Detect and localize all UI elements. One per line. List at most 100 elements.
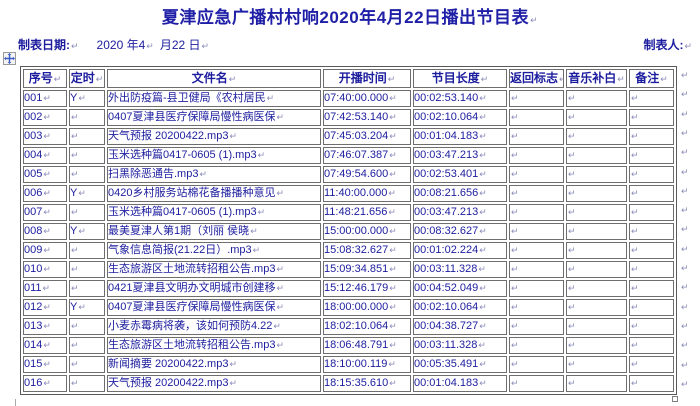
cell-return-flag[interactable]: ↵ <box>509 375 564 392</box>
cell-serial[interactable]: 009↵ <box>23 242 67 259</box>
cell-filename[interactable]: 扫黑除恶通告.mp3↵ <box>107 166 321 183</box>
cell-serial[interactable]: 008↵ <box>23 223 67 240</box>
cell-filename[interactable]: 0407夏津县医疗保障局慢性病医保↵ <box>107 109 321 126</box>
cell-timed[interactable]: Y↵ <box>69 223 105 240</box>
table-move-handle-icon[interactable] <box>3 52 16 65</box>
header-serial[interactable]: 序号↵ <box>23 69 67 88</box>
cell-duration[interactable]: 00:04:38.727↵ <box>413 318 507 335</box>
cell-music-filler[interactable]: ↵ <box>566 280 627 297</box>
cell-start-time[interactable]: 18:02:10.064↵ <box>323 318 411 335</box>
cell-filename[interactable]: 外出防疫篇-县卫健局《农村居民↵ <box>107 90 321 107</box>
cell-return-flag[interactable]: ↵ <box>509 204 564 221</box>
header-filename[interactable]: 文件名↵ <box>107 69 321 88</box>
cell-return-flag[interactable]: ↵ <box>509 261 564 278</box>
cell-start-time[interactable]: 18:15:35.610↵ <box>323 375 411 392</box>
cell-serial[interactable]: 010↵ <box>23 261 67 278</box>
cell-remarks[interactable]: ↵ <box>629 185 674 202</box>
cell-filename[interactable]: 气象信息简报(21.22日）.mp3↵ <box>107 242 321 259</box>
cell-start-time[interactable]: 11:48:21.656↵ <box>323 204 411 221</box>
cell-timed[interactable]: ↵ <box>69 128 105 145</box>
cell-filename[interactable]: 玉米选种篇0417-0605 (1).mp3↵ <box>107 147 321 164</box>
cell-timed[interactable]: Y↵ <box>69 90 105 107</box>
cell-duration[interactable]: 00:03:47.213↵ <box>413 147 507 164</box>
cell-filename[interactable]: 生态旅游区土地流转招租公告.mp3↵ <box>107 337 321 354</box>
cell-remarks[interactable]: ↵ <box>629 280 674 297</box>
cell-filename[interactable]: 新闻摘要 20200422.mp3↵ <box>107 356 321 373</box>
cell-remarks[interactable]: ↵ <box>629 90 674 107</box>
date-value-year-month[interactable]: 2020 年4 <box>96 38 146 52</box>
cell-filename[interactable]: 生态旅游区土地流转招租公告.mp3↵ <box>107 261 321 278</box>
cell-music-filler[interactable]: ↵ <box>566 318 627 335</box>
cell-remarks[interactable]: ↵ <box>629 166 674 183</box>
cell-start-time[interactable]: 07:49:54.600↵ <box>323 166 411 183</box>
cell-music-filler[interactable]: ↵ <box>566 356 627 373</box>
cell-music-filler[interactable]: ↵ <box>566 204 627 221</box>
cell-return-flag[interactable]: ↵ <box>509 242 564 259</box>
cell-start-time[interactable]: 07:46:07.387↵ <box>323 147 411 164</box>
cell-music-filler[interactable]: ↵ <box>566 166 627 183</box>
cell-duration[interactable]: 00:03:11.328↵ <box>413 261 507 278</box>
cell-start-time[interactable]: 15:08:32.627↵ <box>323 242 411 259</box>
cell-music-filler[interactable]: ↵ <box>566 337 627 354</box>
cell-remarks[interactable]: ↵ <box>629 299 674 316</box>
cell-timed[interactable]: ↵ <box>69 337 105 354</box>
cell-serial[interactable]: 012↵ <box>23 299 67 316</box>
cell-start-time[interactable]: 18:00:00.000↵ <box>323 299 411 316</box>
cell-remarks[interactable]: ↵ <box>629 375 674 392</box>
cell-timed[interactable]: ↵ <box>69 318 105 335</box>
cell-return-flag[interactable]: ↵ <box>509 280 564 297</box>
cell-serial[interactable]: 011↵ <box>23 280 67 297</box>
header-music-filler[interactable]: 音乐补白↵ <box>566 69 627 88</box>
cell-start-time[interactable]: 07:42:53.140↵ <box>323 109 411 126</box>
cell-start-time[interactable]: 07:40:00.000↵ <box>323 90 411 107</box>
cell-filename[interactable]: 天气预报 20200422.mp3↵ <box>107 375 321 392</box>
cell-serial[interactable]: 001↵ <box>23 90 67 107</box>
cell-return-flag[interactable]: ↵ <box>509 109 564 126</box>
cell-remarks[interactable]: ↵ <box>629 318 674 335</box>
cell-filename[interactable]: 0421夏津县文明办文明城市创建移↵ <box>107 280 321 297</box>
cell-return-flag[interactable]: ↵ <box>509 299 564 316</box>
cell-music-filler[interactable]: ↵ <box>566 185 627 202</box>
cell-serial[interactable]: 004↵ <box>23 147 67 164</box>
cell-filename[interactable]: 0420乡村服务站棉花备播播种意见↵ <box>107 185 321 202</box>
cell-duration[interactable]: 00:02:53.401↵ <box>413 166 507 183</box>
cell-return-flag[interactable]: ↵ <box>509 90 564 107</box>
cell-music-filler[interactable]: ↵ <box>566 128 627 145</box>
cell-duration[interactable]: 00:01:04.183↵ <box>413 128 507 145</box>
cell-duration[interactable]: 00:02:53.140↵ <box>413 90 507 107</box>
cell-timed[interactable]: ↵ <box>69 109 105 126</box>
cell-duration[interactable]: 00:02:10.064↵ <box>413 299 507 316</box>
cell-duration[interactable]: 00:01:02.224↵ <box>413 242 507 259</box>
cell-serial[interactable]: 003↵ <box>23 128 67 145</box>
cell-return-flag[interactable]: ↵ <box>509 147 564 164</box>
cell-serial[interactable]: 016↵ <box>23 375 67 392</box>
cell-duration[interactable]: 00:08:21.656↵ <box>413 185 507 202</box>
cell-music-filler[interactable]: ↵ <box>566 90 627 107</box>
cell-serial[interactable]: 002↵ <box>23 109 67 126</box>
cell-return-flag[interactable]: ↵ <box>509 318 564 335</box>
cell-music-filler[interactable]: ↵ <box>566 261 627 278</box>
cell-filename[interactable]: 小麦赤霉病将袭，该如何预防4.22↵ <box>107 318 321 335</box>
header-timed[interactable]: 定时↵ <box>69 69 105 88</box>
cell-start-time[interactable]: 15:09:34.851↵ <box>323 261 411 278</box>
cell-music-filler[interactable]: ↵ <box>566 242 627 259</box>
cell-serial[interactable]: 007↵ <box>23 204 67 221</box>
cell-filename[interactable]: 0407夏津县医疗保障局慢性病医保↵ <box>107 299 321 316</box>
cell-remarks[interactable]: ↵ <box>629 128 674 145</box>
cell-timed[interactable]: ↵ <box>69 204 105 221</box>
cell-serial[interactable]: 014↵ <box>23 337 67 354</box>
cell-return-flag[interactable]: ↵ <box>509 128 564 145</box>
cell-filename[interactable]: 天气预报 20200422.mp3↵ <box>107 128 321 145</box>
cell-timed[interactable]: Y↵ <box>69 185 105 202</box>
cell-serial[interactable]: 015↵ <box>23 356 67 373</box>
header-duration[interactable]: 节目长度↵ <box>413 69 507 88</box>
cell-timed[interactable]: ↵ <box>69 242 105 259</box>
cell-start-time[interactable]: 15:12:46.179↵ <box>323 280 411 297</box>
cell-music-filler[interactable]: ↵ <box>566 109 627 126</box>
cell-timed[interactable]: ↵ <box>69 356 105 373</box>
cell-start-time[interactable]: 11:40:00.000↵ <box>323 185 411 202</box>
cell-filename[interactable]: 最美夏津人第1期（刘丽 侯晓↵ <box>107 223 321 240</box>
cell-duration[interactable]: 00:08:32.627↵ <box>413 223 507 240</box>
cell-timed[interactable]: ↵ <box>69 166 105 183</box>
cell-remarks[interactable]: ↵ <box>629 204 674 221</box>
